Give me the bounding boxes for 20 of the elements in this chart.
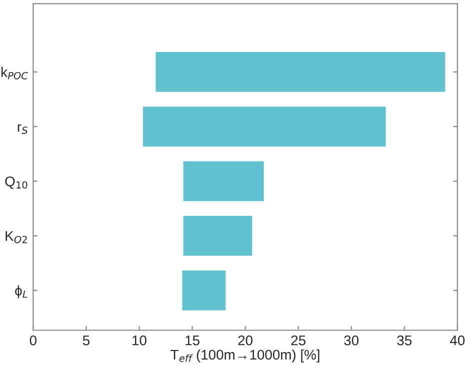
x-tick-label: 5: [82, 336, 90, 346]
x-tick-label: 15: [186, 336, 200, 346]
x-tick-label: 0: [30, 335, 36, 346]
x-tick-label: 40: [450, 335, 465, 346]
y-tick-label: r$_{S}$: [18, 124, 28, 134]
x-tick-label: 20: [238, 335, 252, 346]
y-tick-label: K$_{O2}$: [6, 231, 27, 244]
x-tick-label: 10: [132, 335, 146, 346]
bar: [154, 50, 446, 93]
y-tick-label: Q$_{10}$: [5, 176, 28, 189]
x-tick-label: 35: [397, 335, 412, 346]
bar: [182, 214, 254, 257]
bar: [182, 160, 265, 202]
bar: [142, 106, 387, 148]
bar: [181, 269, 227, 312]
y-tick-label: ϕ$_{L}$: [15, 285, 28, 298]
x-axis-title: T$_{eff}$ (100m→1000m) [%]: [170, 349, 320, 362]
y-tick-label: k$_{POC}$: [1, 66, 28, 80]
x-tick-label: 30: [344, 335, 359, 346]
x-tick-label: 25: [291, 335, 306, 346]
